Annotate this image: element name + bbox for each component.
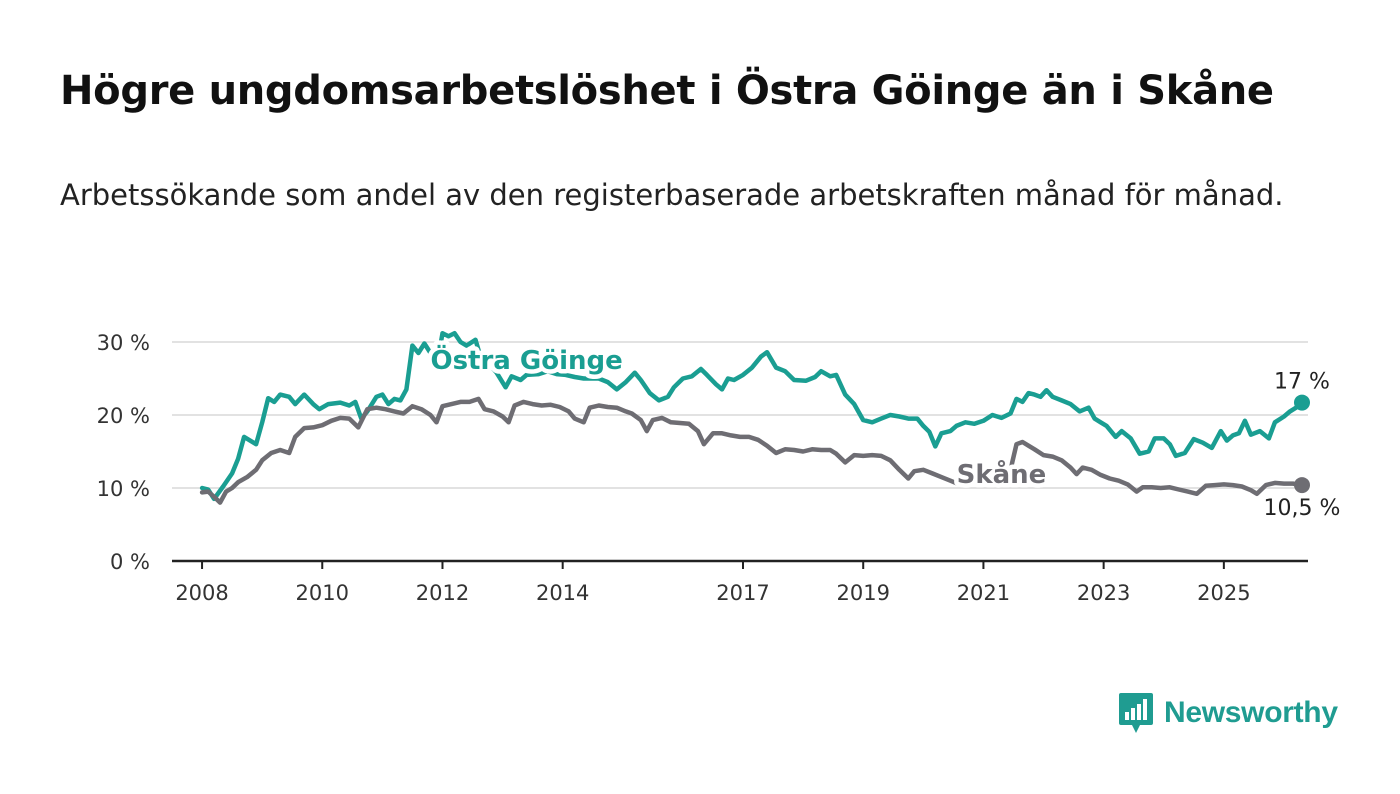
end-label-halo-sk-ne: 10,5 % — [1264, 496, 1341, 521]
y-tick-label: 20 % — [97, 404, 150, 428]
end-point--stra-g-inge — [1293, 394, 1310, 411]
series-label-halo-sk-ne: Skåne — [957, 458, 1047, 490]
end-label--stra-g-inge: 17 % — [1274, 370, 1330, 395]
x-tick-label: 2023 — [1077, 581, 1130, 605]
series-line--stra-g-inge — [199, 330, 1305, 502]
series-label--stra-g-inge: Östra Göinge — [430, 343, 622, 376]
x-tick-label: 2021 — [957, 581, 1010, 605]
end-point-sk-ne — [1293, 477, 1310, 494]
chart-title: Högre ungdomsarbetslöshet i Östra Göinge… — [60, 68, 1274, 114]
x-tick-label: 2019 — [836, 581, 889, 605]
end-label-halo--stra-g-inge: 17 % — [1274, 370, 1330, 395]
x-tick-label: 2025 — [1197, 581, 1250, 605]
end-label-sk-ne: 10,5 % — [1264, 496, 1341, 521]
x-tick-label: 2010 — [296, 581, 349, 605]
series-lines — [199, 330, 1310, 505]
series-line-sk-ne — [199, 396, 1305, 505]
x-tick-label: 2012 — [416, 581, 469, 605]
y-tick-label: 30 % — [97, 331, 150, 355]
y-tick-label: 0 % — [110, 550, 150, 574]
bar-chart-speech-bubble-icon — [1119, 693, 1153, 733]
brand-name: Newsworthy — [1164, 696, 1338, 729]
y-tick-label: 10 % — [97, 477, 150, 501]
chart-subtitle: Arbetssökande som andel av den registerb… — [60, 178, 1284, 212]
series-label-halo--stra-g-inge: Östra Göinge — [430, 343, 622, 376]
newsworthy-logo: Newsworthy — [1118, 690, 1338, 736]
axes: 0 % 10 % 20 % 30 % 2008 2010 2012 2014 2017 2019 2… — [97, 331, 1308, 605]
x-tick-label: 2017 — [716, 581, 769, 605]
x-tick-label: 2014 — [536, 581, 589, 605]
series-label-sk-ne: Skåne — [957, 458, 1047, 490]
x-tick-label: 2008 — [175, 581, 228, 605]
gridlines — [172, 341, 1308, 489]
